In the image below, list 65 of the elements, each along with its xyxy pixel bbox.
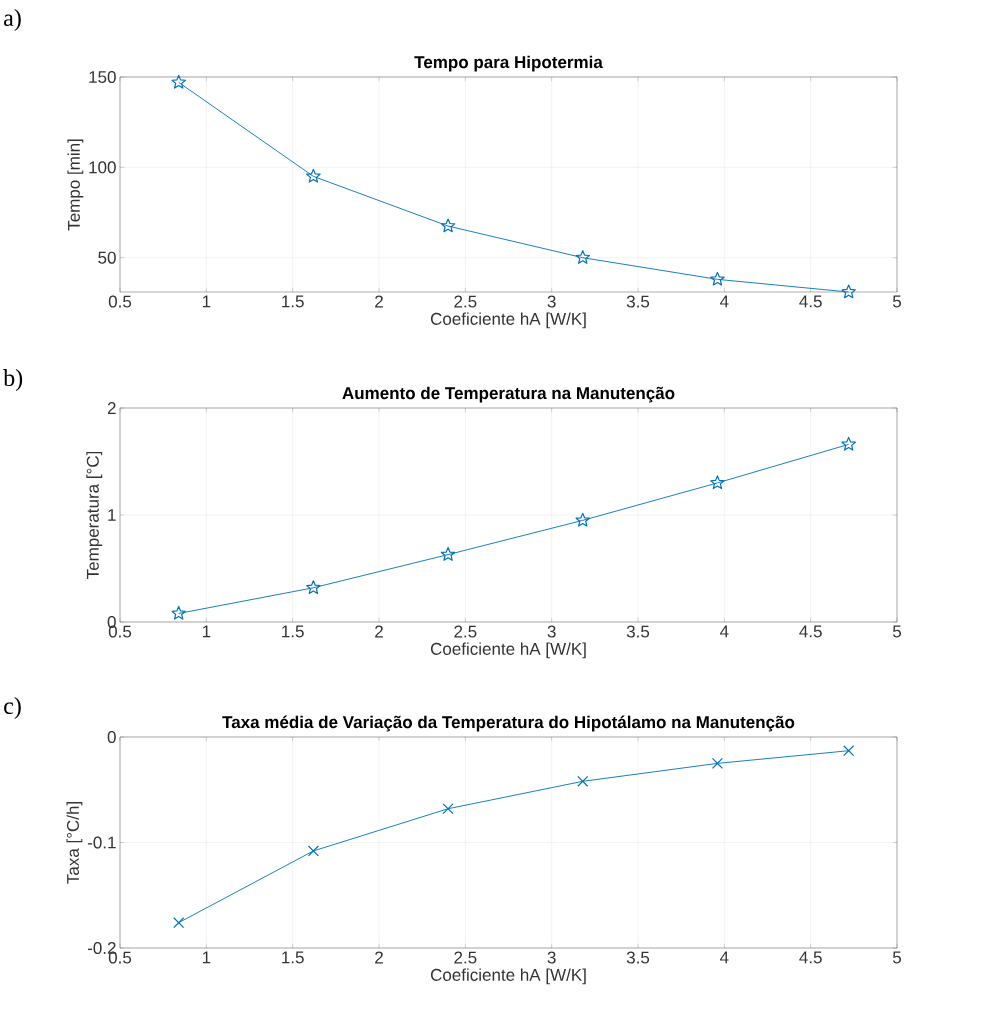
x-tick-label: 2.5 [454, 951, 477, 964]
x-tick-label: 5 [892, 951, 902, 964]
point [307, 845, 319, 857]
text: b) [3, 369, 23, 391]
point [173, 917, 185, 929]
x-tick-label: 4.5 [799, 951, 822, 964]
x-tick-label: 3.5 [626, 951, 650, 964]
x-tick-label: 1.5 [282, 295, 304, 308]
x-tick-label: 0.5 [108, 295, 132, 308]
point [442, 803, 454, 815]
x-tick-label: 5 [892, 295, 902, 308]
x-tick-label: 1.5 [282, 625, 304, 638]
x-tick-label: 2 [375, 295, 383, 308]
y-tick-label: 150 [89, 70, 116, 84]
x-tick-label: 4 [720, 951, 729, 964]
point [710, 475, 725, 490]
point [171, 74, 186, 89]
x-tick-label: 4.5 [799, 625, 822, 638]
x-axis-title: Coeficiente hA [W/K] [430, 968, 586, 985]
x-tick-label: 5 [892, 625, 902, 638]
point [306, 580, 321, 595]
chart-title: Aumento de Temperatura na Manutenção [342, 386, 675, 403]
chart-title: Tempo para Hipotermia [414, 55, 603, 72]
text: c) [4, 697, 21, 719]
point [440, 547, 456, 561]
point [843, 745, 855, 757]
point [440, 218, 456, 233]
point [711, 757, 723, 769]
point [577, 775, 589, 787]
y-axis-title: Tempo [min] [67, 139, 84, 231]
chart-title: Taxa média de Variação da Temperatura do Hipotálamo na Manutenção [222, 715, 795, 732]
x-tick-label: 2.5 [454, 625, 477, 638]
y-tick-label: 0 [107, 730, 116, 744]
x-tick-label: 3 [547, 625, 556, 638]
y-tick-label: 1 [108, 509, 116, 521]
x-tick-label: 1 [202, 625, 211, 638]
point [306, 168, 321, 183]
x-tick-label: 2 [375, 951, 383, 964]
x-tick-label: 4 [720, 625, 729, 638]
x-axis-title: Coeficiente hA [W/K] [430, 312, 586, 329]
x-tick-label: 1 [202, 295, 211, 308]
point [710, 271, 725, 286]
x-tick-label: 3 [547, 951, 556, 964]
x-tick-label: 2.5 [454, 295, 477, 308]
y-tick-label: 50 [98, 251, 116, 264]
point [171, 605, 186, 620]
x-tick-label: 3.5 [626, 625, 650, 638]
point [841, 284, 856, 299]
x-tick-label: 1 [202, 951, 211, 964]
x-tick-label: 4 [720, 295, 729, 308]
x-tick-label: 4.5 [799, 295, 822, 308]
point [575, 512, 591, 527]
y-axis-title: Taxa [°C/h] [66, 802, 83, 884]
text: a) [4, 9, 21, 31]
y-tick-label: -0.1 [87, 836, 116, 849]
point [841, 436, 856, 451]
x-tick-label: 1.5 [282, 951, 304, 964]
x-tick-label: 3.5 [626, 295, 650, 308]
x-tick-label: 2 [375, 625, 383, 638]
x-tick-label: 3 [547, 295, 556, 308]
y-axis-title: Temperatura [°C] [86, 451, 103, 579]
y-tick-label: 100 [89, 161, 116, 174]
y-tick-label: 2 [107, 402, 116, 414]
point [575, 250, 591, 264]
x-axis-title: Coeficiente hA [W/K] [430, 642, 586, 659]
